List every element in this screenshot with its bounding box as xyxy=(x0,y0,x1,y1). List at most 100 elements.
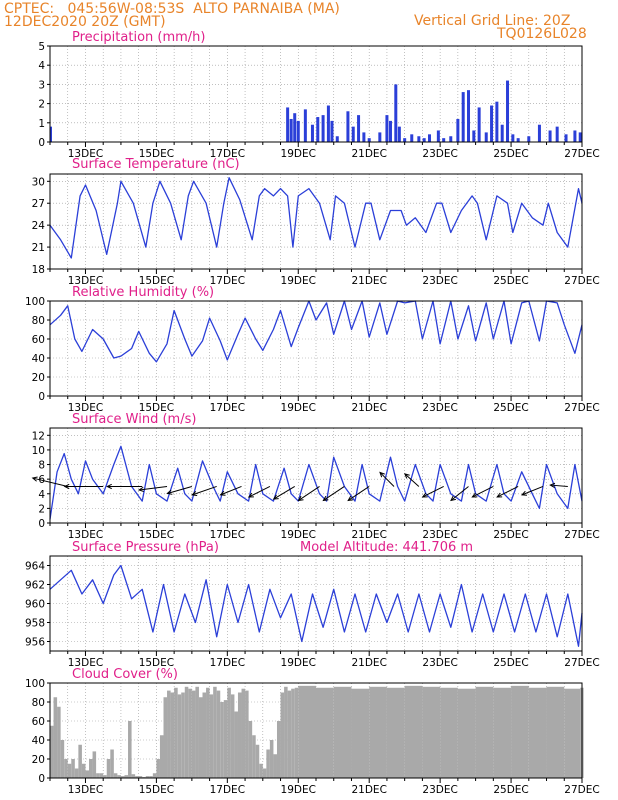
wind-arrow xyxy=(404,473,420,487)
cloud-bar xyxy=(202,692,207,778)
wind-arrow-head xyxy=(63,483,70,490)
precip-bar xyxy=(362,132,366,142)
rh-xtick-label: 19DEC xyxy=(281,402,316,414)
cloud-bar xyxy=(252,735,256,778)
precip-bar xyxy=(564,134,568,142)
cloud-xtick-label: 13DEC xyxy=(68,784,103,796)
precip-bar xyxy=(326,105,330,142)
cloud-bar xyxy=(241,688,246,778)
cloud-bar xyxy=(223,700,228,778)
cloud-bar xyxy=(511,685,529,778)
cloud-bar xyxy=(184,686,189,778)
cloud-bar xyxy=(294,687,299,778)
wind-title: Surface Wind (m/s) xyxy=(72,412,196,427)
precip-bar xyxy=(422,138,426,142)
precip-bar xyxy=(472,130,476,142)
precip-bar xyxy=(321,115,325,142)
precip-bar xyxy=(442,138,446,142)
temp-ytick-label: 21 xyxy=(32,242,45,254)
cloud-bar xyxy=(64,759,68,778)
precip-xtick-label: 21DEC xyxy=(351,148,386,160)
cloud-bar xyxy=(273,754,277,778)
wind-arrow xyxy=(550,484,568,487)
wind-arrow xyxy=(323,486,345,501)
cloud-bar xyxy=(113,773,118,778)
wind-ytick-label: 0 xyxy=(38,518,45,530)
pres-ytick-label: 960 xyxy=(25,599,45,611)
cloud-bar xyxy=(227,687,231,778)
wind-arrow-head xyxy=(421,492,428,498)
wind-arrow-head xyxy=(297,495,304,502)
precip-xtick-label: 15DEC xyxy=(139,148,174,160)
cloud-bar xyxy=(106,759,111,778)
wind-arrow-head xyxy=(191,490,198,496)
precip-bar xyxy=(50,126,52,142)
cloud-bar xyxy=(404,685,423,778)
precip-bar xyxy=(573,130,577,142)
cloud-ytick-label: 100 xyxy=(25,678,45,690)
rh-xtick-label: 23DEC xyxy=(422,402,457,414)
rh-ytick-label: 40 xyxy=(32,353,45,365)
wind-arrow-head xyxy=(106,483,112,490)
wind-arrow-head xyxy=(347,495,354,502)
wind-arrow xyxy=(422,486,444,498)
cloud-bar xyxy=(422,686,441,778)
pres-xtick-label: 17DEC xyxy=(210,657,245,669)
temp-xtick-label: 17DEC xyxy=(210,275,245,287)
temp-xtick-label: 27DEC xyxy=(564,275,599,287)
pres-ytick-label: 964 xyxy=(25,561,45,573)
precip-xtick-label: 17DEC xyxy=(210,148,245,160)
rh-ytick-label: 60 xyxy=(32,334,45,346)
cloud-bar xyxy=(440,687,458,778)
pres-xtick-label: 27DEC xyxy=(564,657,599,669)
wind-arrow-head xyxy=(247,492,254,498)
cloud-bar xyxy=(145,776,150,778)
cloud-bar xyxy=(280,692,285,778)
cloud-bar xyxy=(78,744,82,778)
model-altitude: Model Altitude: 441.706 m xyxy=(300,540,473,555)
precip-bar xyxy=(378,132,382,142)
cloud-bar xyxy=(528,687,547,778)
precip-title: Precipitation (mm/h) xyxy=(72,30,205,45)
cloud-xtick-label: 27DEC xyxy=(564,784,599,796)
precip-ytick-label: 3 xyxy=(38,79,45,91)
cloud-ytick-label: 80 xyxy=(32,697,45,709)
wind-ytick-label: 4 xyxy=(38,489,45,501)
precip-bar xyxy=(456,118,460,142)
cloud-bar xyxy=(195,686,199,778)
wind-xtick-label: 27DEC xyxy=(564,529,599,541)
pres-xtick-label: 21DEC xyxy=(351,657,386,669)
cloud-bar xyxy=(85,770,90,778)
cloud-bar xyxy=(135,776,139,778)
cloud-bar xyxy=(92,751,97,778)
header-grid-line: Vertical Grid Line: 20Z xyxy=(414,13,571,29)
wind-arrow xyxy=(220,485,242,496)
cloud-bar xyxy=(237,692,242,778)
temp-xtick-label: 21DEC xyxy=(351,275,386,287)
cloud-bar xyxy=(284,686,288,778)
rh-title: Relative Humidity (%) xyxy=(72,285,214,300)
cloud-xtick-label: 25DEC xyxy=(493,784,528,796)
cloud-bar xyxy=(163,697,168,778)
pres-xtick-label: 25DEC xyxy=(493,657,528,669)
precip-bar xyxy=(516,138,520,142)
rh-ytick-label: 100 xyxy=(25,296,45,308)
cloud-bar xyxy=(71,759,75,778)
cloud-bar xyxy=(220,702,224,778)
cloud-xtick-label: 19DEC xyxy=(281,784,316,796)
cloud-bar xyxy=(206,687,210,778)
temp-ytick-label: 27 xyxy=(32,198,45,210)
cloud-bar xyxy=(188,688,192,778)
cloud-bar xyxy=(245,690,249,778)
wind-arrow xyxy=(167,485,193,494)
cloud-bar xyxy=(564,688,581,778)
cloud-bar xyxy=(316,687,334,778)
header-station: CPTEC: 045:56W-08:53S ALTO PARNAIBA (MA) xyxy=(4,1,340,17)
pres-ytick-label: 956 xyxy=(25,637,45,649)
cloud-bar xyxy=(369,686,387,778)
wind-frame xyxy=(49,427,583,524)
pres-line xyxy=(49,564,583,647)
precip-bar xyxy=(461,92,465,142)
wind-arrow xyxy=(347,486,370,501)
cloud-xtick-label: 17DEC xyxy=(210,784,245,796)
